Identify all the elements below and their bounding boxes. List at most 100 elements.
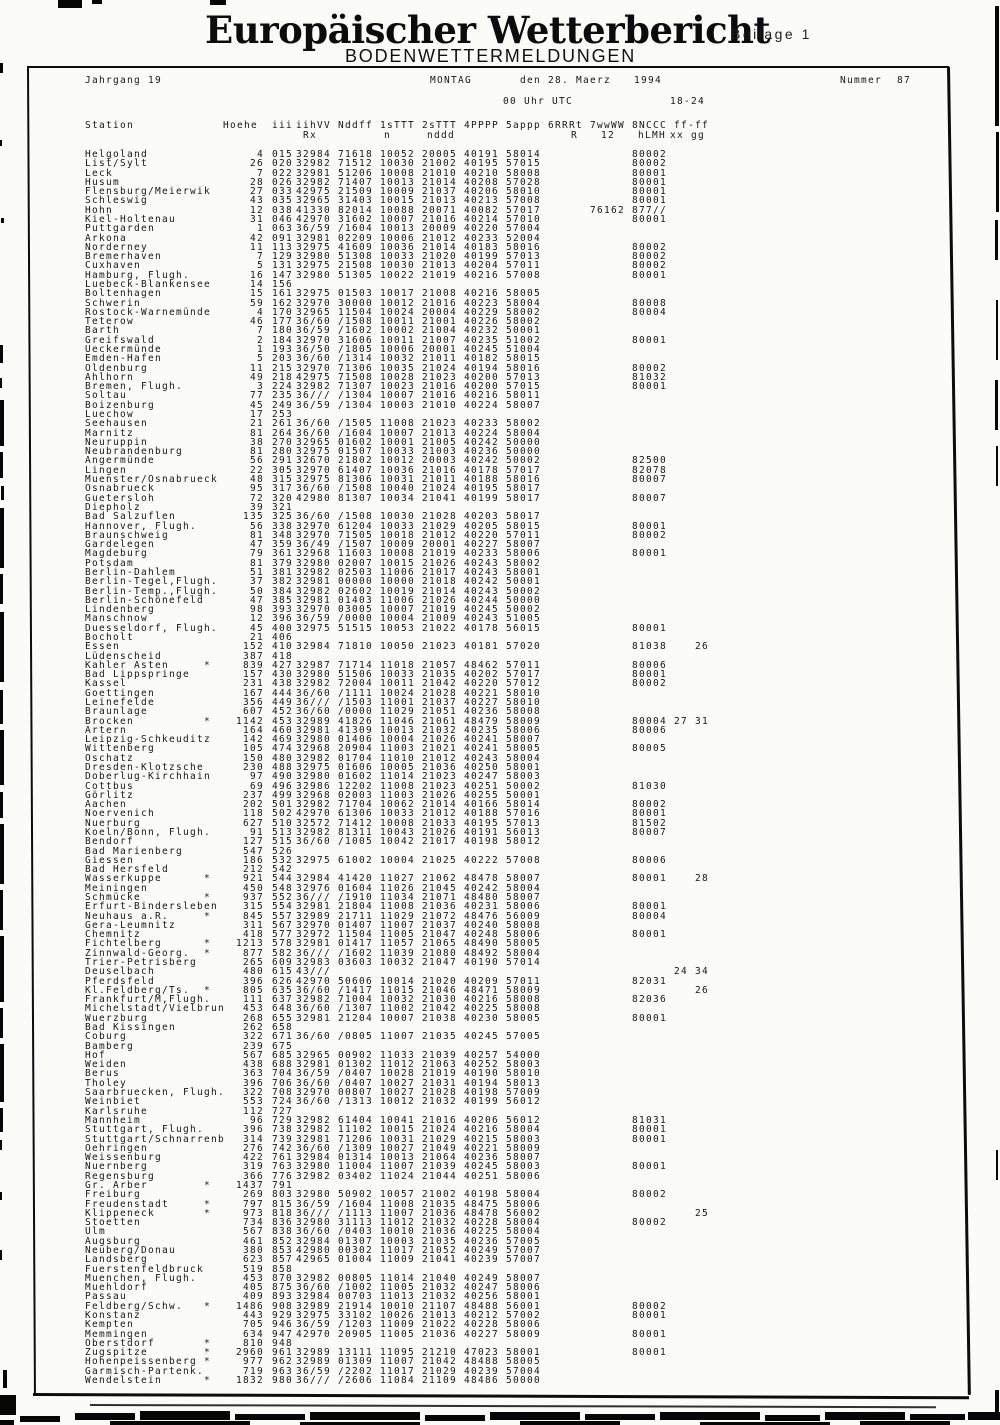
nddff-value: /1805 [338, 344, 373, 356]
station-name: Neuberg/Donau [85, 1244, 176, 1256]
5appp-value: 58006 [506, 548, 541, 560]
iihvv-value: 32982 [296, 566, 331, 578]
4pppp-value: 40250 [464, 761, 499, 773]
table-row: Trier-Petrisberg 265 609 32983 03603 10032 210… [0, 958, 1000, 968]
5appp-value: 50000 [506, 436, 541, 448]
1sttt-value: 10033 [380, 251, 415, 263]
2sttt-value: 21018 [422, 576, 457, 588]
col-subheader-hlmh: hLMH [638, 130, 666, 141]
iii-value: 379 [272, 557, 293, 569]
2sttt-value: 21019 [422, 604, 457, 616]
nddff-value: /1507 [338, 539, 373, 551]
iii-value: 361 [272, 548, 293, 560]
4pppp-value: 40241 [464, 743, 499, 755]
table-row: Boizenburg 45 249 36/59/1304 10003 21010 40224… [0, 400, 1000, 410]
5appp-value: 50001 [506, 576, 541, 588]
hoehe-value: 443 [243, 1309, 264, 1321]
1sttt-value: 10057 [380, 1189, 415, 1201]
hoehe-value: 12 [250, 613, 264, 625]
8nccc-value: 80002 [632, 241, 667, 253]
iihvv-value: 32982 [296, 158, 331, 170]
table-row: Gera-Leumnitz 311 567 32970 01407 11007 21037 4… [0, 919, 1000, 931]
table-row: Kiel-Holtenau 31 046 42970 31602 10007 21016 40… [0, 215, 1000, 225]
iii-value: 170 [272, 306, 293, 318]
4pppp-value: 40213 [464, 195, 499, 207]
2sttt-value: 21109 [422, 1374, 457, 1386]
2sttt-value: 21029 [422, 520, 457, 532]
8nccc-value: 80007 [632, 492, 667, 504]
nddff-value: 81307 [338, 492, 373, 504]
hoehe-value: 319 [243, 1161, 264, 1173]
station-name: Nuernberg [85, 1161, 148, 1173]
8nccc-value: 80006 [632, 724, 667, 736]
4pppp-value: 48486 [464, 1374, 499, 1386]
5appp-value: 57004 [506, 1365, 541, 1377]
5appp-value: 58008 [506, 919, 541, 931]
8nccc-value: 80006 [632, 854, 667, 866]
iihvv-value: 36/60 [296, 1031, 331, 1043]
table-row: Kempten 705 946 36/59/1203 11009 21022 40228 58… [0, 1320, 1000, 1330]
hoehe-value: 845 [243, 910, 264, 922]
iii-value: 729 [272, 1114, 293, 1126]
iii-value: 348 [272, 529, 293, 541]
iihvv-value: 32975 [296, 854, 331, 866]
1sttt-value: 10052 [380, 149, 415, 160]
iii-value: 635 [272, 984, 293, 996]
iihvv-value: 36/// [296, 1374, 331, 1386]
hoehe-value: 142 [243, 734, 264, 746]
4pppp-value: 40208 [464, 176, 499, 188]
nddff-value: /1604 [338, 223, 373, 235]
nddff-value: 00902 [338, 1049, 373, 1061]
station-name: Leipzig-Schkeuditz [85, 734, 211, 746]
5appp-value: 58007 [506, 873, 541, 885]
iihvv-value: 32982 [296, 799, 331, 811]
1sttt-value: 11033 [380, 1049, 415, 1061]
1sttt-value: 10011 [380, 316, 415, 328]
1sttt-value: 10027 [380, 1087, 415, 1099]
5appp-value: 56013 [506, 827, 541, 838]
2sttt-value: 21013 [422, 1309, 457, 1321]
5appp-value: 50002 [506, 780, 541, 792]
8nccc-value: 80001 [632, 548, 667, 560]
table-row: Stuttgart, Flugh. 396 738 32982 11102 10015 21… [0, 1125, 1000, 1135]
table-row: Bad Marienberg 547 526 [0, 846, 1000, 856]
table-row: Garmisch-Partenk. 719 963 36/59/2202 11017 21… [0, 1365, 1000, 1377]
nddff-value: 01503 [338, 288, 373, 300]
hoehe-value: 973 [243, 1207, 264, 1219]
nddff-value: 51506 [338, 669, 373, 681]
4pppp-value: 40183 [464, 241, 499, 253]
2sttt-value: 21030 [422, 994, 457, 1006]
nddff-value: 41826 [338, 715, 373, 727]
5appp-value: 58006 [506, 1282, 541, 1294]
1sttt-value: 11017 [380, 1365, 415, 1377]
col-header-6rrrt: 6RRRt [548, 120, 583, 131]
table-row: Fichtelberg * 1213 578 32981 01417 11057 21065 4… [0, 939, 1000, 949]
4pppp-value: 40241 [464, 734, 499, 746]
5appp-value: 58011 [506, 390, 541, 402]
iii-value: 532 [272, 854, 293, 866]
table-row: Ahlhorn 49 218 42975 71508 10028 21023 40200 570… [0, 372, 1000, 382]
1sttt-value: 10013 [380, 176, 415, 188]
nddff-value: 12202 [338, 780, 373, 792]
nddff-value: 21509 [338, 186, 373, 198]
nddff-value: 71004 [338, 994, 373, 1006]
nddff-value: 71412 [338, 817, 373, 829]
5appp-value: 58008 [506, 994, 541, 1006]
2sttt-value: 21028 [422, 1087, 457, 1099]
iii-value: 480 [272, 752, 293, 764]
table-row: Cottbus 69 496 32986 12202 11008 21023 40251 500… [0, 780, 1000, 792]
hoehe-value: 167 [243, 687, 264, 699]
5appp-value: 56012 [506, 1096, 541, 1108]
scan-artifact [0, 1420, 14, 1425]
2sttt-value: 21029 [422, 1365, 457, 1377]
1sttt-value: 10010 [380, 1300, 415, 1312]
iii-value: 129 [272, 251, 293, 263]
5appp-value: 58006 [506, 1198, 541, 1210]
station-name: Bad Lippspringe [85, 669, 190, 681]
1sttt-value: 11029 [380, 706, 415, 718]
scan-artifact [20, 1416, 60, 1422]
hoehe-value: 46 [250, 316, 264, 328]
2sttt-value: 21019 [422, 269, 457, 281]
iii-value: 384 [272, 585, 293, 597]
4pppp-value: 40194 [464, 1077, 499, 1089]
